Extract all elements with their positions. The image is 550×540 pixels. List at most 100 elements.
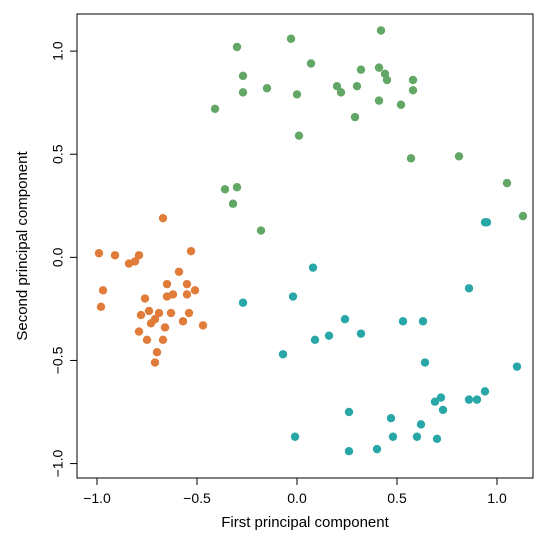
data-point xyxy=(356,329,366,338)
data-point xyxy=(96,302,106,312)
axes: −1.0 −0.5 0.0 0.5 1.0 −1.0 −0.5 0.0 0.5 1.0 xyxy=(50,13,534,506)
y-tick-label: 0.0 xyxy=(50,247,66,267)
data-point xyxy=(408,86,418,95)
data-point xyxy=(480,387,490,396)
data-point xyxy=(166,308,176,318)
data-point xyxy=(174,267,184,276)
data-point xyxy=(340,315,350,324)
y-tick-label: 1.0 xyxy=(50,41,66,61)
data-point xyxy=(412,432,422,441)
data-point xyxy=(350,112,360,122)
x-axis-title: First principal component xyxy=(221,514,389,531)
data-point xyxy=(152,348,162,357)
data-point xyxy=(502,178,512,188)
data-point xyxy=(464,284,474,293)
x-tick-label: 0.5 xyxy=(387,490,407,506)
data-point xyxy=(518,211,528,221)
y-tick-label: −1.0 xyxy=(50,450,66,478)
data-point xyxy=(190,286,200,295)
data-point xyxy=(286,34,296,43)
data-point xyxy=(290,432,300,441)
data-point xyxy=(262,84,272,93)
data-point xyxy=(238,71,248,81)
data-point xyxy=(134,327,144,336)
data-point xyxy=(292,90,302,99)
data-point xyxy=(356,65,366,74)
x-tick-label: 0.0 xyxy=(287,490,307,506)
cluster-2 xyxy=(94,213,208,367)
data-point xyxy=(178,317,188,326)
y-tick-label: 0.5 xyxy=(50,144,66,164)
x-tick-label: 1.0 xyxy=(487,490,507,506)
cluster-1 xyxy=(210,26,528,235)
cluster-3 xyxy=(238,218,522,456)
data-point xyxy=(136,310,146,320)
data-point xyxy=(420,358,430,367)
data-point xyxy=(382,75,392,85)
data-point xyxy=(94,249,104,258)
data-point xyxy=(134,251,144,260)
data-point xyxy=(98,286,108,295)
data-point xyxy=(432,434,442,444)
data-point xyxy=(228,199,238,208)
data-point xyxy=(406,154,416,163)
data-point xyxy=(396,100,406,109)
data-point xyxy=(310,335,320,345)
data-point xyxy=(418,317,428,326)
data-point xyxy=(278,350,288,359)
data-point xyxy=(184,308,194,318)
data-point xyxy=(232,183,242,192)
data-point xyxy=(374,63,384,72)
data-point xyxy=(158,335,168,345)
data-point xyxy=(388,432,398,441)
data-point xyxy=(238,298,248,307)
data-point xyxy=(146,319,156,328)
data-point xyxy=(182,279,192,289)
y-axis-title: Second principal component xyxy=(14,151,31,341)
data-point xyxy=(344,407,354,417)
data-point xyxy=(438,405,448,415)
data-point xyxy=(294,131,304,140)
data-point xyxy=(256,226,266,235)
data-point xyxy=(512,362,522,371)
data-point xyxy=(372,444,382,454)
data-point xyxy=(160,323,170,332)
data-point xyxy=(376,26,386,35)
data-point xyxy=(154,308,164,318)
data-point xyxy=(150,358,160,367)
data-point xyxy=(140,294,150,303)
data-point xyxy=(142,335,152,345)
x-tick-label: −1.0 xyxy=(83,490,111,506)
data-point xyxy=(182,290,192,299)
data-point xyxy=(430,397,440,406)
data-point xyxy=(336,88,346,97)
y-tick-label: −0.5 xyxy=(50,346,66,374)
data-point xyxy=(210,104,220,114)
data-point xyxy=(436,393,446,402)
data-point xyxy=(416,420,426,429)
data-point xyxy=(374,96,384,105)
data-point xyxy=(186,246,196,256)
data-point xyxy=(352,81,362,91)
data-point xyxy=(332,81,342,91)
data-point xyxy=(110,251,120,260)
data-point xyxy=(162,279,172,289)
data-point xyxy=(162,292,172,301)
data-point xyxy=(306,59,316,68)
data-point xyxy=(344,446,354,456)
plot-frame xyxy=(76,13,534,479)
x-tick-label: −0.5 xyxy=(183,490,211,506)
data-point xyxy=(324,331,334,340)
data-point xyxy=(124,259,134,268)
data-point xyxy=(454,152,464,161)
data-point xyxy=(238,88,248,97)
data-point xyxy=(386,413,396,423)
data-point xyxy=(472,395,482,404)
data-point xyxy=(398,317,408,326)
data-point xyxy=(144,306,154,316)
data-point xyxy=(308,263,318,272)
data-point xyxy=(288,292,298,301)
data-point xyxy=(464,395,474,404)
data-point xyxy=(482,218,492,227)
